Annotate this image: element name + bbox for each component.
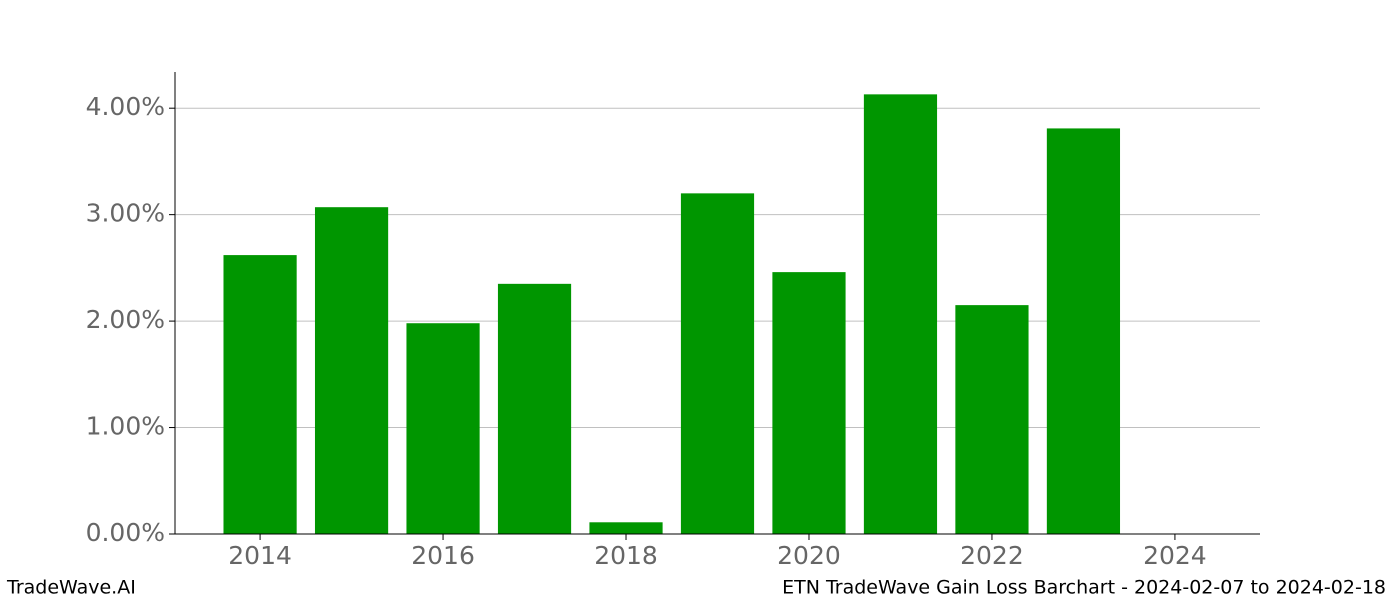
bar [772, 272, 846, 534]
bar [223, 255, 297, 534]
y-tick-label: 1.00% [86, 412, 165, 441]
footer-right: ETN TradeWave Gain Loss Barchart - 2024-… [782, 577, 1386, 599]
x-tick-label: 2020 [777, 541, 841, 570]
bar [863, 94, 938, 535]
x-tick-label: 2024 [1143, 541, 1207, 570]
y-tick-label: 2.00% [86, 305, 165, 334]
bar [1046, 128, 1121, 534]
bar [406, 323, 480, 534]
x-tick-label: 2022 [960, 541, 1024, 570]
bar [314, 207, 389, 534]
x-tick-label: 2014 [228, 541, 292, 570]
bar [680, 193, 755, 534]
bar [497, 283, 572, 534]
footer-left: TradeWave.AI [6, 577, 136, 599]
bar [955, 305, 1029, 534]
x-tick-label: 2016 [411, 541, 475, 570]
x-tick-label: 2018 [594, 541, 658, 570]
y-tick-label: 3.00% [86, 199, 165, 228]
y-tick-label: 0.00% [86, 518, 165, 547]
y-tick-label: 4.00% [86, 92, 165, 121]
bar [589, 522, 663, 534]
